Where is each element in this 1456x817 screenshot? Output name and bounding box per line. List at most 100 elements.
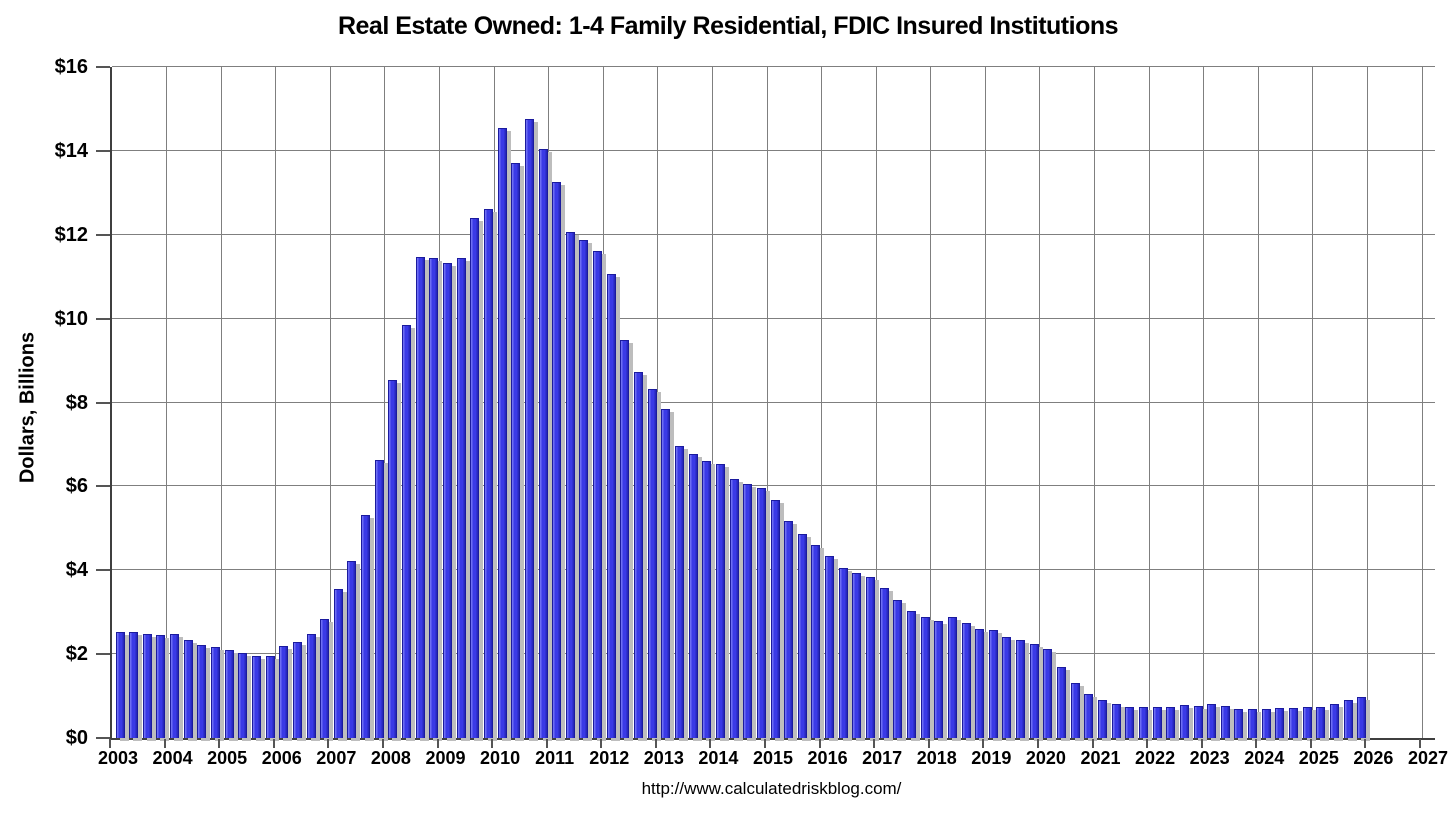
x-tick-mark <box>600 739 603 748</box>
bar-2022-Q3 <box>1179 704 1189 738</box>
x-tick-label: 2013 <box>643 748 684 768</box>
x-tick-label: 2018 <box>916 748 957 768</box>
bar-2007-Q4 <box>374 460 384 738</box>
x-tick-mark <box>1309 739 1312 748</box>
x-gridline <box>821 67 823 738</box>
bar-2019-Q1 <box>988 629 998 738</box>
bar-2009-Q3 <box>470 217 480 738</box>
bar-2016-Q1 <box>825 555 835 738</box>
y-tick-label: $6 <box>65 475 88 498</box>
bar-2011-Q2 <box>565 232 575 738</box>
bar-2023-Q3 <box>1234 708 1244 738</box>
bar-2017-Q4 <box>920 617 930 738</box>
bar-2016-Q2 <box>838 567 848 738</box>
y-tick-label: $10 <box>54 307 88 330</box>
x-tick-label: 2006 <box>261 748 302 768</box>
x-tick-label: 2008 <box>370 748 411 768</box>
x-tick-mark <box>1255 739 1258 748</box>
bar-2009-Q4 <box>483 209 493 738</box>
x-gridline <box>657 67 659 738</box>
bar-2004-Q1 <box>170 633 180 738</box>
x-gridline <box>984 67 986 738</box>
bar-2003-Q3 <box>142 633 152 738</box>
bar-2024-Q1 <box>1261 709 1271 738</box>
y-gridline <box>112 317 1435 319</box>
x-gridline <box>1366 67 1368 738</box>
bar-2018-Q2 <box>947 616 957 738</box>
x-gridline <box>166 67 168 738</box>
x-tick-mark <box>654 739 657 748</box>
x-tick-mark <box>272 739 275 748</box>
bar-2004-Q2 <box>183 639 193 738</box>
x-tick-label: 2027 <box>1407 748 1449 768</box>
bar-2015-Q1 <box>770 499 780 738</box>
bar-2008-Q1 <box>388 380 398 738</box>
y-tick-mark <box>96 653 110 656</box>
x-tick-label: 2010 <box>480 748 521 768</box>
x-gridline <box>766 67 768 738</box>
y-gridline <box>112 401 1435 403</box>
y-tick-mark <box>96 66 110 68</box>
y-tick-label: $12 <box>54 223 88 246</box>
bar-2013-Q1 <box>661 409 671 738</box>
bar-2009-Q1 <box>443 262 452 738</box>
x-tick-mark <box>873 739 876 748</box>
bar-2023-Q2 <box>1220 705 1230 738</box>
bar-2004-Q3 <box>197 645 207 738</box>
bar-2014-Q3 <box>743 484 753 738</box>
bar-2017-Q1 <box>879 587 889 738</box>
bar-2011-Q1 <box>552 181 562 738</box>
bar-2003-Q4 <box>156 635 166 738</box>
x-tick-label: 2011 <box>535 748 575 768</box>
bar-2016-Q4 <box>866 576 876 738</box>
x-tick-label: 2026 <box>1353 748 1394 768</box>
bar-2025-Q4 <box>1357 696 1367 738</box>
bar-2017-Q3 <box>906 610 916 738</box>
bar-2020-Q4 <box>1084 693 1094 738</box>
bar-2024-Q2 <box>1275 707 1285 738</box>
x-gridline <box>1039 67 1041 738</box>
bar-2015-Q3 <box>797 534 807 738</box>
bar-2008-Q2 <box>402 325 412 738</box>
bar-2024-Q3 <box>1289 708 1299 738</box>
y-gridline <box>112 149 1435 151</box>
bar-2005-Q4 <box>265 656 275 738</box>
x-tick-mark <box>1364 739 1367 748</box>
x-tick-mark <box>1146 739 1149 748</box>
y-tick-mark <box>96 149 110 152</box>
x-tick-mark <box>218 739 221 748</box>
x-gridline <box>439 67 440 738</box>
x-tick-mark <box>709 739 712 748</box>
bar-2006-Q3 <box>306 633 316 738</box>
chart-title: Real Estate Owned: 1-4 Family Residentia… <box>337 12 1119 40</box>
x-gridline <box>1094 67 1095 738</box>
y-tick-label: $2 <box>65 643 88 666</box>
bar-2023-Q1 <box>1207 704 1217 738</box>
x-tick-mark <box>109 739 111 748</box>
bar-2014-Q4 <box>756 488 766 738</box>
x-tick-label: 2009 <box>425 748 466 768</box>
bar-2015-Q4 <box>811 545 821 738</box>
y-gridline <box>112 233 1435 235</box>
y-tick-label: $16 <box>54 56 88 78</box>
x-gridline <box>220 67 222 738</box>
x-gridline <box>493 67 495 738</box>
bar-2022-Q4 <box>1193 705 1203 738</box>
y-tick-label: $0 <box>65 727 88 749</box>
bar-2020-Q2 <box>1057 667 1067 738</box>
x-tick-mark <box>1200 739 1203 748</box>
x-tick-label: 2025 <box>1298 748 1339 768</box>
x-tick-mark <box>1036 739 1039 748</box>
bar-2011-Q3 <box>579 240 589 738</box>
bar-2005-Q3 <box>251 655 261 738</box>
bar-2020-Q3 <box>1070 683 1080 738</box>
bar-2024-Q4 <box>1302 706 1312 738</box>
x-tick-label: 2024 <box>1244 748 1285 768</box>
bar-2005-Q1 <box>224 649 234 738</box>
x-tick-mark <box>982 739 985 748</box>
x-tick-label: 2023 <box>1189 748 1230 768</box>
y-tick-mark <box>96 485 110 488</box>
bar-2023-Q4 <box>1248 709 1258 738</box>
x-gridline <box>602 67 604 738</box>
